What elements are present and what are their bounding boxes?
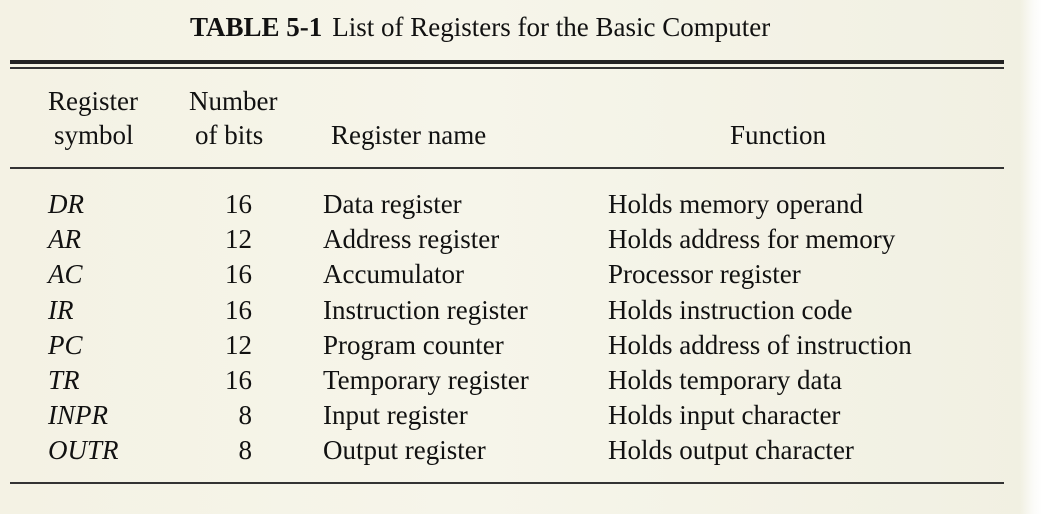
header-bits-line1: Number [189,86,278,116]
register-bits-cell: 16 [225,259,252,289]
register-symbol-cell: PC [48,330,83,360]
register-name-cell: Address register [323,224,500,254]
register-function-cell: Holds instruction code [608,295,853,325]
header-register-symbol: Register symbol [48,84,138,152]
header-function: Function [730,120,827,150]
register-name-cell: Temporary register [323,365,529,395]
header-number-of-bits: Number of bits [189,84,277,152]
header-rule [10,167,1004,169]
register-bits-cell: 8 [238,435,253,465]
register-name-cell: Output register [323,435,486,465]
table-caption-text: List of Registers for the Basic Computer [332,12,771,42]
register-symbol-cell: AC [48,259,83,289]
register-symbol-cell: INPR [48,400,108,430]
header-symbol-line1: Register [48,86,138,116]
register-name-cell: Instruction register [323,295,528,325]
register-function-cell: Holds address of instruction [608,330,912,360]
register-bits-cell: 16 [225,365,252,395]
register-symbol-cell: IR [48,295,74,325]
register-function-cell: Holds address for memory [608,224,896,254]
register-function-cell: Holds output character [608,435,854,465]
header-register-name: Register name [331,120,487,150]
register-function-cell: Holds input character [608,400,841,430]
register-bits-cell: 8 [238,400,253,430]
register-bits-cell: 16 [225,295,252,325]
register-symbol-cell: DR [48,189,84,219]
register-function-cell: Holds memory operand [608,189,863,219]
register-name-cell: Accumulator [323,259,464,289]
top-rule-upper [10,60,1004,64]
top-rule-lower [10,67,1004,69]
page-edge-shading [1020,0,1042,514]
register-name-cell: Data register [323,189,462,219]
register-symbol-cell: TR [48,365,80,395]
register-function-cell: Holds temporary data [608,365,842,395]
register-bits-cell: 16 [225,189,252,219]
register-bits-cell: 12 [225,330,252,360]
register-name-cell: Program counter [323,330,504,360]
bottom-rule [10,482,1004,484]
register-name-cell: Input register [323,400,468,430]
register-function-cell: Processor register [608,259,801,289]
header-bits-line2: of bits [195,120,264,150]
register-symbol-cell: OUTR [48,435,119,465]
register-symbol-cell: AR [48,224,81,254]
table-caption-label: TABLE 5-1 [190,12,323,42]
register-bits-cell: 12 [225,224,252,254]
header-symbol-line2: symbol [54,120,134,150]
table-caption: TABLE 5-1 List of Registers for the Basic… [190,12,770,43]
